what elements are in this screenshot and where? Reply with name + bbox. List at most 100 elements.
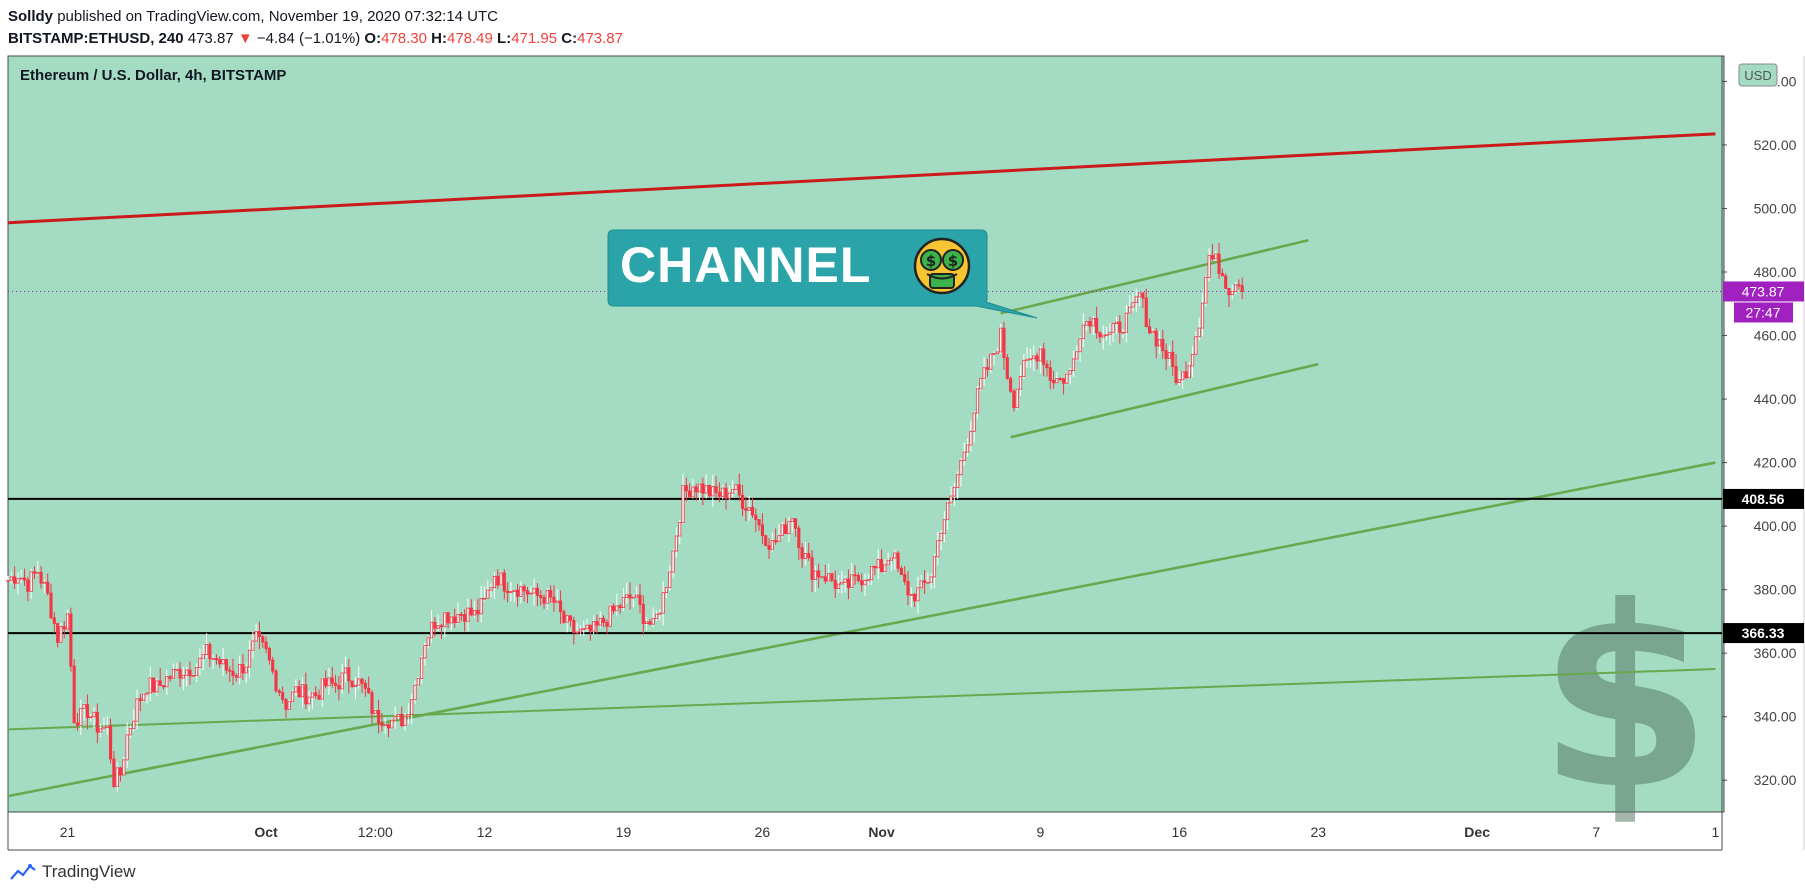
candle-body: [664, 587, 669, 594]
candle-body: [9, 576, 13, 581]
candle-body: [883, 564, 887, 573]
candle-body: [999, 327, 1003, 353]
candle-body: [274, 670, 278, 692]
candle-body: [1234, 284, 1238, 292]
candle-body: [893, 552, 897, 559]
candle-body: [334, 682, 338, 686]
candle-body: [731, 489, 735, 494]
candle-body: [403, 716, 407, 726]
candle-body: [135, 698, 139, 722]
candle-body: [661, 592, 665, 614]
candle-body: [1197, 327, 1201, 338]
x-tick-label: 12:00: [358, 824, 393, 840]
candle-body: [350, 680, 354, 687]
candle-body: [565, 615, 569, 623]
candle-body: [320, 678, 324, 700]
candle-body: [1009, 378, 1013, 392]
tradingview-footer[interactable]: TradingView: [10, 862, 136, 882]
candle-body: [1005, 357, 1009, 379]
candle-body: [1224, 275, 1228, 289]
candle-body: [410, 699, 414, 716]
trendlines: [7, 132, 1716, 798]
candle-body: [300, 684, 305, 698]
candle-body: [1171, 351, 1175, 367]
candle-body: [386, 724, 391, 729]
candle-body: [886, 559, 890, 566]
candle-body: [148, 677, 152, 694]
candle-body: [1184, 371, 1188, 379]
currency-badge[interactable]: [1738, 63, 1778, 87]
candle-body: [330, 677, 334, 684]
y-tick-label: 500.00: [1754, 200, 1797, 216]
low-label: L:: [497, 30, 512, 47]
candle-body: [509, 590, 513, 593]
candle-body: [1121, 331, 1125, 334]
time-axis[interactable]: 21 Oct 12:00 12 19 26 Nov 9 16 23 Dec 7 1: [60, 824, 1720, 840]
candle-body: [899, 567, 903, 575]
candle-body: [1018, 376, 1023, 390]
candle-body: [1068, 370, 1072, 375]
price-axis[interactable]: 540.00520.00500.00480.00460.00440.00420.…: [1722, 73, 1797, 788]
candle-body: [946, 502, 950, 521]
candle-body: [39, 571, 43, 584]
candle-body: [188, 669, 192, 677]
candle-body: [1200, 302, 1205, 329]
candle-body: [1144, 297, 1148, 328]
candle-body: [1085, 321, 1089, 326]
candle-body: [1045, 363, 1049, 369]
candle-body: [588, 624, 592, 632]
candle-body: [962, 451, 966, 461]
candle-body: [297, 686, 301, 698]
candle-body: [155, 680, 159, 693]
candle-body: [6, 579, 10, 582]
candle-body: [1022, 359, 1026, 377]
candle-body: [671, 550, 675, 573]
candle-body: [264, 641, 268, 649]
author-name[interactable]: Solldy: [8, 8, 54, 25]
candle-body: [109, 725, 113, 760]
candle-body: [734, 484, 738, 490]
candle-body: [757, 519, 761, 526]
candle-body: [1151, 330, 1155, 334]
y-tick-label: 480.00: [1754, 264, 1797, 280]
chart-title: Ethereum / U.S. Dollar, 4h, BITSTAMP: [20, 67, 287, 84]
candle-body: [377, 710, 381, 724]
candle-body: [1194, 336, 1198, 355]
candle-body: [472, 610, 477, 616]
candle-body: [1210, 255, 1214, 260]
candle-body: [1088, 321, 1092, 327]
candle-body: [181, 674, 185, 679]
candle-body: [449, 616, 453, 624]
candle-body: [221, 659, 225, 665]
candle-body: [549, 590, 553, 598]
candle-body: [429, 621, 434, 639]
candle-body: [638, 594, 642, 605]
candle-body: [367, 687, 371, 694]
plot-area[interactable]: [8, 56, 1724, 812]
candle-body: [694, 486, 698, 493]
candle-body: [314, 692, 318, 696]
candle-body: [1095, 318, 1099, 333]
candle-body: [456, 614, 460, 623]
candle-body: [357, 678, 361, 686]
candle-body: [204, 644, 209, 656]
candle-body: [870, 565, 874, 581]
candle-body: [969, 430, 973, 446]
candle-body: [416, 678, 420, 686]
candle-body: [555, 600, 559, 603]
candle-body: [499, 572, 503, 586]
down-arrow-icon: ▼: [237, 30, 253, 47]
candle-body: [926, 581, 930, 584]
candle-body: [1154, 330, 1158, 347]
price-change: −4.84 (−1.01%): [256, 30, 361, 47]
candle-body: [486, 589, 490, 599]
candle-body: [972, 412, 976, 432]
candle-body: [138, 698, 142, 701]
candle-body: [291, 691, 295, 703]
candle-body: [959, 460, 963, 476]
callout-label: CHANNEL: [620, 237, 872, 293]
candle-body: [69, 613, 73, 667]
candle-body: [817, 570, 821, 578]
candle-body: [261, 636, 265, 643]
